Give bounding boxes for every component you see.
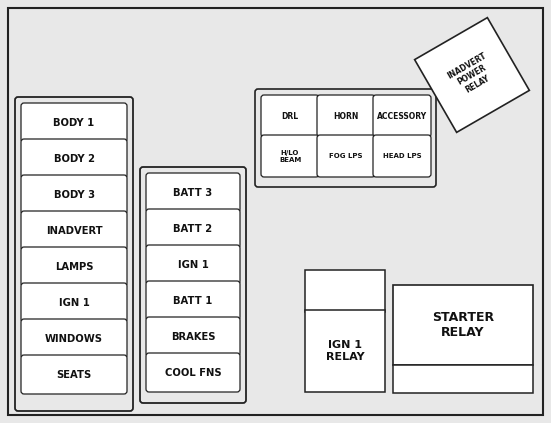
FancyBboxPatch shape bbox=[317, 95, 375, 137]
FancyBboxPatch shape bbox=[146, 353, 240, 392]
Bar bbox=[393, 365, 533, 393]
FancyBboxPatch shape bbox=[255, 89, 436, 187]
FancyBboxPatch shape bbox=[21, 103, 127, 142]
FancyBboxPatch shape bbox=[21, 355, 127, 394]
FancyBboxPatch shape bbox=[373, 95, 431, 137]
Text: BRAKES: BRAKES bbox=[171, 332, 215, 341]
Text: INADVERT: INADVERT bbox=[46, 225, 102, 236]
Polygon shape bbox=[414, 18, 530, 132]
Text: WINDOWS: WINDOWS bbox=[45, 333, 103, 343]
FancyBboxPatch shape bbox=[146, 317, 240, 356]
FancyBboxPatch shape bbox=[146, 281, 240, 320]
Text: BODY 2: BODY 2 bbox=[53, 154, 95, 164]
Text: LAMPS: LAMPS bbox=[55, 261, 93, 272]
FancyBboxPatch shape bbox=[21, 175, 127, 214]
Bar bbox=[305, 270, 385, 312]
FancyBboxPatch shape bbox=[146, 173, 240, 212]
Text: COOL FNS: COOL FNS bbox=[165, 368, 222, 377]
FancyBboxPatch shape bbox=[146, 245, 240, 284]
FancyBboxPatch shape bbox=[21, 283, 127, 322]
FancyBboxPatch shape bbox=[21, 139, 127, 178]
Text: BATT 3: BATT 3 bbox=[174, 187, 213, 198]
FancyBboxPatch shape bbox=[261, 95, 319, 137]
FancyBboxPatch shape bbox=[140, 167, 246, 403]
Text: BODY 1: BODY 1 bbox=[53, 118, 95, 127]
Text: BATT 1: BATT 1 bbox=[174, 296, 213, 305]
Bar bbox=[305, 310, 385, 392]
FancyBboxPatch shape bbox=[21, 211, 127, 250]
FancyBboxPatch shape bbox=[261, 135, 319, 177]
Text: DRL: DRL bbox=[282, 112, 299, 121]
Text: H/LO
BEAM: H/LO BEAM bbox=[279, 149, 301, 162]
Text: IGN 1
RELAY: IGN 1 RELAY bbox=[326, 340, 364, 362]
Bar bbox=[393, 285, 533, 365]
Text: FOG LPS: FOG LPS bbox=[329, 153, 363, 159]
FancyBboxPatch shape bbox=[15, 97, 133, 411]
Text: IGN 1: IGN 1 bbox=[177, 259, 208, 269]
Text: ACCESSORY: ACCESSORY bbox=[377, 112, 427, 121]
Text: IGN 1: IGN 1 bbox=[58, 297, 89, 308]
FancyBboxPatch shape bbox=[21, 247, 127, 286]
Text: HORN: HORN bbox=[333, 112, 359, 121]
Text: STARTER
RELAY: STARTER RELAY bbox=[432, 311, 494, 339]
Text: BODY 3: BODY 3 bbox=[53, 190, 95, 200]
Text: BATT 2: BATT 2 bbox=[174, 223, 213, 233]
Text: SEATS: SEATS bbox=[56, 370, 91, 379]
FancyBboxPatch shape bbox=[146, 209, 240, 248]
FancyBboxPatch shape bbox=[21, 319, 127, 358]
Text: INADVERT
POWER
RELAY: INADVERT POWER RELAY bbox=[446, 51, 498, 99]
FancyBboxPatch shape bbox=[317, 135, 375, 177]
Text: HEAD LPS: HEAD LPS bbox=[383, 153, 422, 159]
FancyBboxPatch shape bbox=[373, 135, 431, 177]
